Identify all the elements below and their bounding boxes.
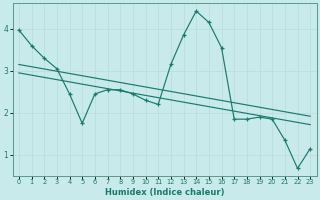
X-axis label: Humidex (Indice chaleur): Humidex (Indice chaleur) xyxy=(105,188,224,197)
